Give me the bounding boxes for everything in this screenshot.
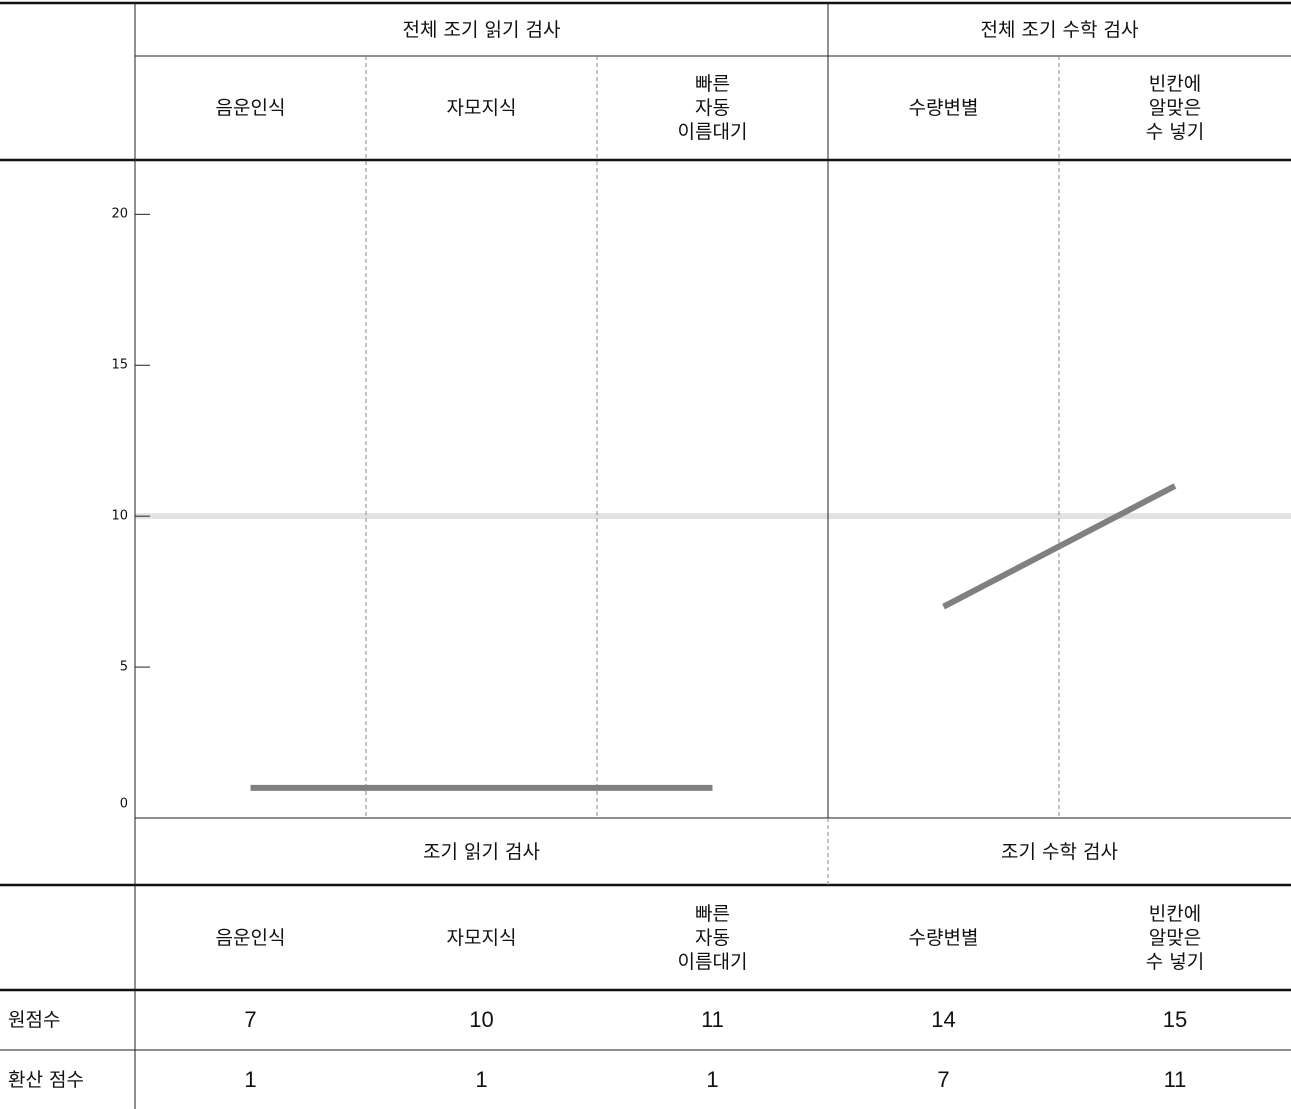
table-cell: 7 — [244, 1007, 257, 1032]
section-header: 전체 조기 읽기 검사 — [402, 18, 561, 41]
category-header: 수량변별 — [908, 926, 979, 949]
category-header: 빈칸에 알맞은 수 넣기 — [1145, 73, 1205, 143]
category-header: 빈칸에 알맞은 수 넣기 — [1145, 902, 1205, 973]
y-tick-label: 10 — [111, 508, 128, 524]
table-cell: 1 — [706, 1066, 719, 1092]
y-tick-label: 15 — [111, 357, 128, 373]
row-label: 원점수 — [8, 1009, 61, 1031]
category-header: 음운인식 — [215, 926, 286, 949]
category-header: 수량변별 — [908, 97, 979, 119]
table-cell: 11 — [701, 1007, 724, 1032]
table-cell: 14 — [931, 1007, 956, 1032]
table-cell: 15 — [1162, 1007, 1188, 1032]
score-line — [942, 483, 1177, 610]
y-tick-label: 5 — [119, 659, 128, 675]
section-header: 전체 조기 수학 검사 — [980, 18, 1139, 41]
y-tick-label: 20 — [111, 206, 128, 222]
table-cell: 11 — [1163, 1066, 1187, 1092]
category-header: 자모지식 — [446, 926, 517, 949]
section-label: 조기 수학 검사 — [1001, 840, 1118, 863]
category-header: 빠른 자동 이름대기 — [677, 902, 748, 973]
category-header: 빠른 자동 이름대기 — [677, 73, 748, 143]
table-cell: 1 — [244, 1066, 257, 1092]
section-label: 조기 읽기 검사 — [423, 840, 540, 863]
table-cell: 10 — [469, 1007, 494, 1032]
category-header: 자모지식 — [446, 97, 517, 119]
row-label: 환산 점수 — [8, 1068, 84, 1091]
y-tick-label: 0 — [119, 796, 128, 812]
table-cell: 1 — [475, 1066, 488, 1092]
category-header: 음운인식 — [215, 97, 286, 119]
table-cell: 7 — [937, 1066, 950, 1092]
